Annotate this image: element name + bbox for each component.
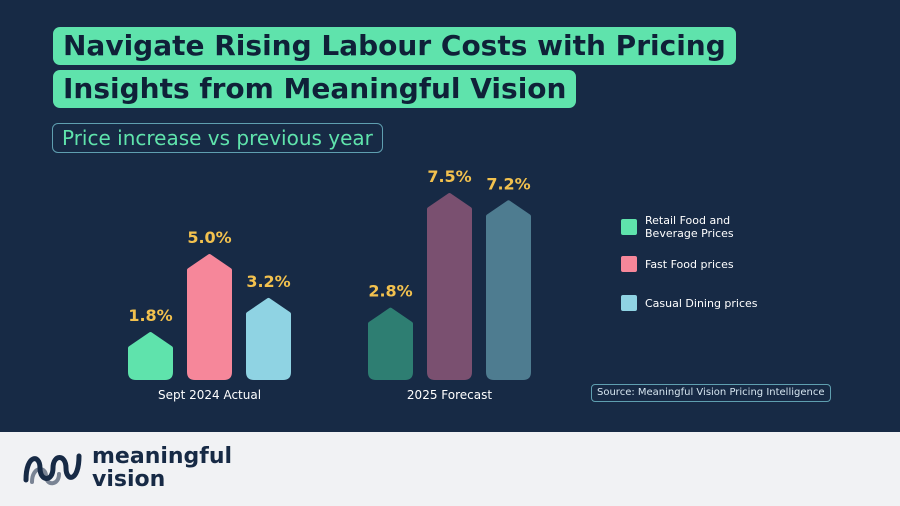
value-label-fast-food-prices-2025-forecast: 7.5% bbox=[427, 167, 471, 186]
value-label-retail-food-and-beverage-prices-sept-2024-actual: 1.8% bbox=[128, 306, 172, 325]
legend-item-retail: Retail Food and Beverage Prices bbox=[621, 214, 775, 240]
value-label-retail-food-and-beverage-prices-2025-forecast: 2.8% bbox=[368, 282, 412, 301]
bar-fast-food-prices-sept-2024-actual bbox=[187, 254, 232, 380]
bar-casual-dining-prices-sept-2024-actual bbox=[246, 297, 291, 380]
bar-retail-food-and-beverage-prices-sept-2024-actual bbox=[128, 332, 173, 380]
brand-name: meaningful vision bbox=[92, 445, 232, 491]
title-line-2: Insights from Meaningful Vision bbox=[53, 70, 577, 108]
bar-fast-food-prices-2025-forecast bbox=[427, 193, 472, 380]
legend-label-casual-dining: Casual Dining prices bbox=[645, 296, 758, 310]
brand-line-1: meaningful bbox=[92, 444, 233, 469]
value-label-fast-food-prices-sept-2024-actual: 5.0% bbox=[187, 228, 231, 247]
bar-retail-food-and-beverage-prices-2025-forecast bbox=[368, 307, 413, 380]
source-note: Source: Meaningful Vision Pricing Intell… bbox=[591, 384, 831, 402]
bar-chart: 1.8% 5.0% 3.2% Sept 2024 Actual 2.8% 7.5% 7.2%… bbox=[128, 167, 531, 402]
legend-item-casual-dining: Casual Dining prices bbox=[621, 295, 775, 311]
title-line-1: Navigate Rising Labour Costs with Pricin… bbox=[53, 27, 736, 65]
legend-item-fast-food: Fast Food prices bbox=[621, 256, 775, 272]
legend-label-fast-food: Fast Food prices bbox=[645, 257, 734, 271]
category-label-2025-forecast: 2025 Forecast bbox=[407, 388, 492, 402]
legend-swatch-fast-food bbox=[621, 256, 637, 272]
legend-swatch-retail bbox=[621, 219, 637, 235]
legend-swatch-casual-dining bbox=[621, 295, 637, 311]
value-label-casual-dining-prices-sept-2024-actual: 3.2% bbox=[246, 272, 290, 291]
footer: meaningful vision bbox=[0, 432, 900, 506]
chart-subtitle: Price increase vs previous year bbox=[52, 123, 383, 153]
brand-line-2: vision bbox=[92, 467, 166, 492]
value-label-casual-dining-prices-2025-forecast: 7.2% bbox=[486, 174, 530, 193]
legend-label-retail: Retail Food and Beverage Prices bbox=[645, 214, 734, 240]
category-label-sept-2024-actual: Sept 2024 Actual bbox=[158, 388, 261, 402]
bar-casual-dining-prices-2025-forecast bbox=[486, 200, 531, 380]
meaningful-vision-logo-icon bbox=[23, 453, 82, 486]
